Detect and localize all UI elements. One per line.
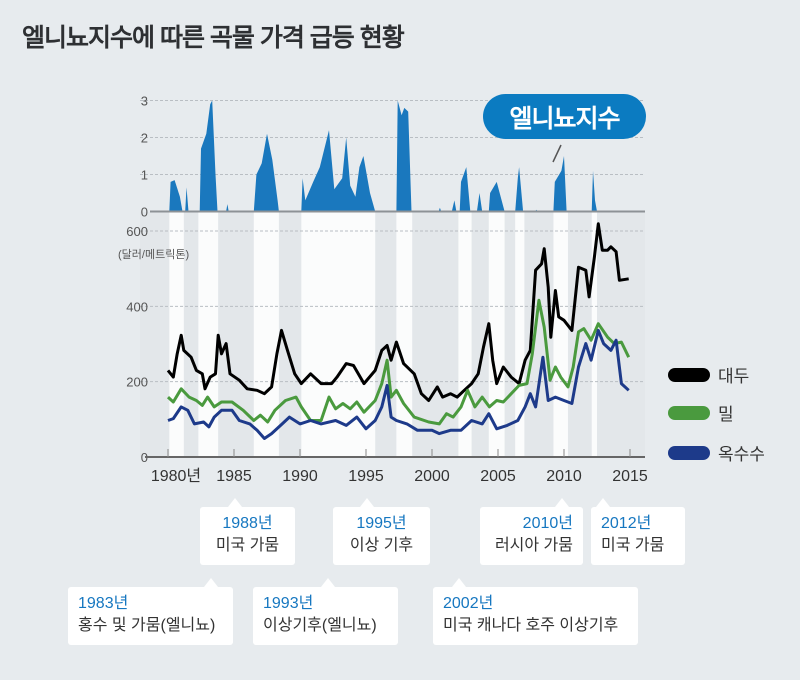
- el-nino-period-band: [515, 212, 525, 457]
- annotation-text: 홍수 및 가뭄(엘니뇨): [78, 617, 216, 634]
- annotation-1993: 1993년 이상기후(엘니뇨): [253, 578, 398, 645]
- annotation-1995: 1995년 이상 기후: [333, 498, 430, 565]
- legend-item-corn: 옥수수: [668, 440, 765, 465]
- x-tick-label: 2015: [612, 468, 648, 485]
- legend-item-soybean: 대두: [668, 362, 749, 387]
- el-nino-index-area: [451, 200, 457, 212]
- el-nino-index-area: [396, 100, 412, 212]
- el-nino-period-band: [198, 212, 219, 457]
- annotation-year: 1983년: [78, 595, 129, 612]
- x-tick-label: 1985: [216, 468, 252, 485]
- el-nino-period-band: [301, 212, 376, 457]
- legend-label: 옥수수: [718, 445, 765, 464]
- y-tick-label: 0: [141, 205, 148, 220]
- annotation-text: 이상기후(엘니뇨): [263, 617, 377, 634]
- el-nino-period-band: [488, 212, 505, 457]
- y-tick-label: 0: [141, 450, 148, 465]
- annotation-text: 미국 캐나다 호주 이상기후: [443, 617, 619, 634]
- x-tick-label: 2000: [414, 468, 450, 485]
- el-nino-index-area: [459, 167, 471, 212]
- el-nino-index-area: [591, 170, 597, 212]
- el-nino-index-area: [553, 156, 567, 212]
- x-tick-label: 1995: [348, 468, 384, 485]
- el-nino-period-band: [458, 212, 472, 457]
- el-nino-index-area: [199, 100, 218, 212]
- y-tick-label: 200: [126, 375, 148, 390]
- y-tick-label: 2: [141, 131, 148, 146]
- chart-title: 엘니뇨지수에 따른 곡물 가격 급등 현황: [22, 24, 405, 52]
- annotation-year: 1988년: [222, 515, 273, 532]
- annotation-text: 이상 기후: [349, 537, 414, 554]
- annotation-year: 2010년: [522, 515, 573, 532]
- el-nino-period-band: [553, 212, 568, 457]
- annotation-text: 러시아 가뭄: [494, 537, 573, 554]
- annotation-year: 1995년: [356, 515, 407, 532]
- legend-label: 밀: [718, 405, 734, 424]
- annotation-text: 미국 가뭄: [601, 537, 665, 554]
- series-line-대두: [166, 222, 629, 402]
- el-nino-index-area: [488, 181, 505, 212]
- annotation-1988: 1988년 미국 가뭄: [200, 498, 295, 565]
- annotation-2010: 2010년 러시아 가뭄: [480, 498, 583, 565]
- legend-swatch: [668, 405, 710, 420]
- el-nino-index-area: [169, 180, 183, 212]
- el-nino-index-area: [476, 193, 483, 212]
- el-nino-index-area: [515, 167, 524, 212]
- y-axis-unit-label: (달러/메트릭톤): [118, 248, 189, 261]
- annotation-1983: 1983년 홍수 및 가뭄(엘니뇨): [68, 578, 233, 645]
- el-nino-period-band: [169, 212, 184, 457]
- annotation-year: 2002년: [443, 595, 494, 612]
- y-tick-label: 400: [126, 299, 148, 314]
- x-tick-label: 2010: [546, 468, 582, 485]
- legend-swatch: [668, 367, 710, 382]
- el-nino-index-area: [301, 130, 376, 212]
- y-tick-label: 3: [141, 94, 148, 109]
- series-line-옥수수: [167, 328, 630, 440]
- y-tick-label: 600: [126, 224, 148, 239]
- el-nino-index-label: 엘니뇨지수: [483, 94, 646, 139]
- series-line-밀: [166, 298, 631, 426]
- pill-pointer: [552, 144, 562, 163]
- x-tick-label: 1990: [282, 468, 318, 485]
- annotation-year: 2012년: [601, 515, 652, 532]
- x-tick-label: 1980년: [151, 467, 201, 485]
- x-tick-label: 2005: [480, 468, 516, 485]
- annotation-2002: 2002년 미국 캐나다 호주 이상기후: [433, 578, 638, 645]
- legend-item-wheat: 밀: [668, 400, 734, 425]
- el-nino-index-area: [253, 133, 279, 212]
- annotation-year: 1993년: [263, 595, 314, 612]
- annotation-2012: 2012년 미국 가뭄: [591, 498, 685, 565]
- legend-label: 대두: [718, 367, 750, 386]
- legend-swatch: [668, 445, 710, 460]
- el-nino-index-area: [226, 204, 229, 212]
- y-tick-label: 1: [141, 168, 148, 183]
- annotation-text: 미국 가뭄: [215, 537, 280, 554]
- el-nino-index-area: [185, 187, 189, 212]
